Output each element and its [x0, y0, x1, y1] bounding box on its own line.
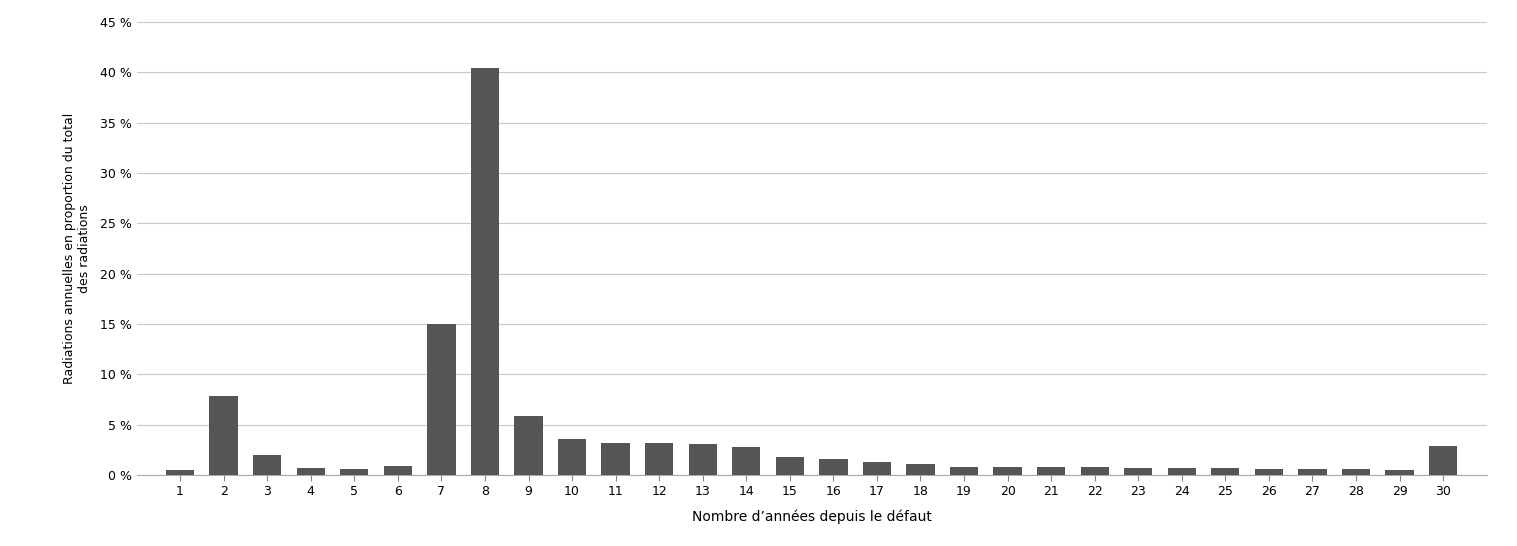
Bar	[165, 470, 194, 475]
Bar	[253, 455, 281, 475]
Bar	[1038, 467, 1065, 475]
Bar	[1168, 468, 1195, 475]
Bar	[1255, 469, 1283, 475]
Bar	[689, 444, 718, 475]
Bar	[950, 467, 978, 475]
Bar	[470, 68, 499, 475]
Bar	[863, 462, 890, 475]
Bar	[297, 468, 325, 475]
Bar	[1124, 468, 1153, 475]
Bar	[775, 457, 804, 475]
Bar	[1299, 469, 1326, 475]
Bar	[340, 469, 369, 475]
Bar	[428, 324, 455, 475]
Bar	[558, 439, 586, 475]
Bar	[384, 466, 413, 475]
Bar	[601, 443, 630, 475]
Bar	[819, 459, 848, 475]
Bar	[994, 467, 1022, 475]
Bar	[906, 464, 934, 475]
Bar	[1080, 467, 1109, 475]
Bar	[1211, 468, 1239, 475]
Bar	[1429, 446, 1458, 475]
Bar	[645, 443, 674, 475]
Bar	[1385, 470, 1414, 475]
Bar	[514, 416, 543, 475]
Y-axis label: Radiations annuelles en proportion du total
des radiations: Radiations annuelles en proportion du to…	[64, 113, 91, 384]
Bar	[1343, 469, 1370, 475]
Bar	[733, 447, 760, 475]
X-axis label: Nombre d’années depuis le défaut: Nombre d’années depuis le défaut	[692, 509, 931, 524]
Bar	[209, 396, 238, 475]
